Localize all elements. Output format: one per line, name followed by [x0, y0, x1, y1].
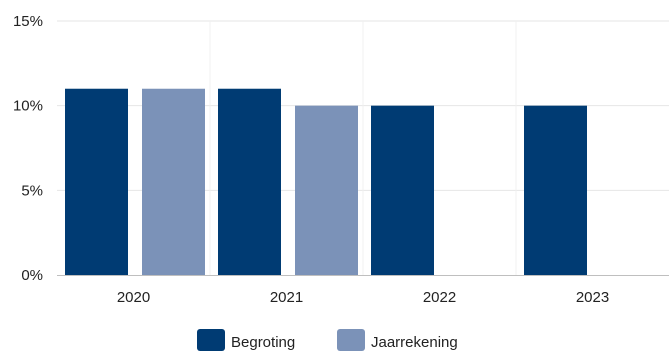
y-tick-label: 10% — [13, 98, 43, 115]
bar-jaarrekening-2021 — [295, 105, 358, 276]
legend-swatch-begroting — [197, 329, 225, 351]
x-tick-label: 2023 — [576, 289, 609, 306]
bar-jaarrekening-2020 — [142, 88, 205, 275]
legend-swatch-jaarrekening — [337, 329, 365, 351]
x-tick-label: 2021 — [270, 289, 303, 306]
x-axis-ticks: 2020 2021 2022 2023 — [117, 289, 609, 306]
y-tick-label: 0% — [21, 267, 43, 284]
bars — [65, 88, 587, 276]
x-tick-label: 2020 — [117, 289, 150, 306]
y-tick-label: 5% — [21, 182, 43, 199]
bar-begroting-2022 — [371, 105, 434, 276]
legend: Begroting Jaarrekening — [197, 329, 458, 351]
legend-label-begroting: Begroting — [231, 334, 295, 351]
y-tick-label: 15% — [13, 13, 43, 30]
bar-begroting-2021 — [218, 88, 281, 275]
x-tick-label: 2022 — [423, 289, 456, 306]
legend-label-jaarrekening: Jaarrekening — [371, 334, 458, 351]
bar-begroting-2020 — [65, 88, 128, 275]
y-axis-ticks: 0% 5% 10% 15% — [13, 13, 43, 284]
bar-begroting-2023 — [524, 105, 587, 276]
